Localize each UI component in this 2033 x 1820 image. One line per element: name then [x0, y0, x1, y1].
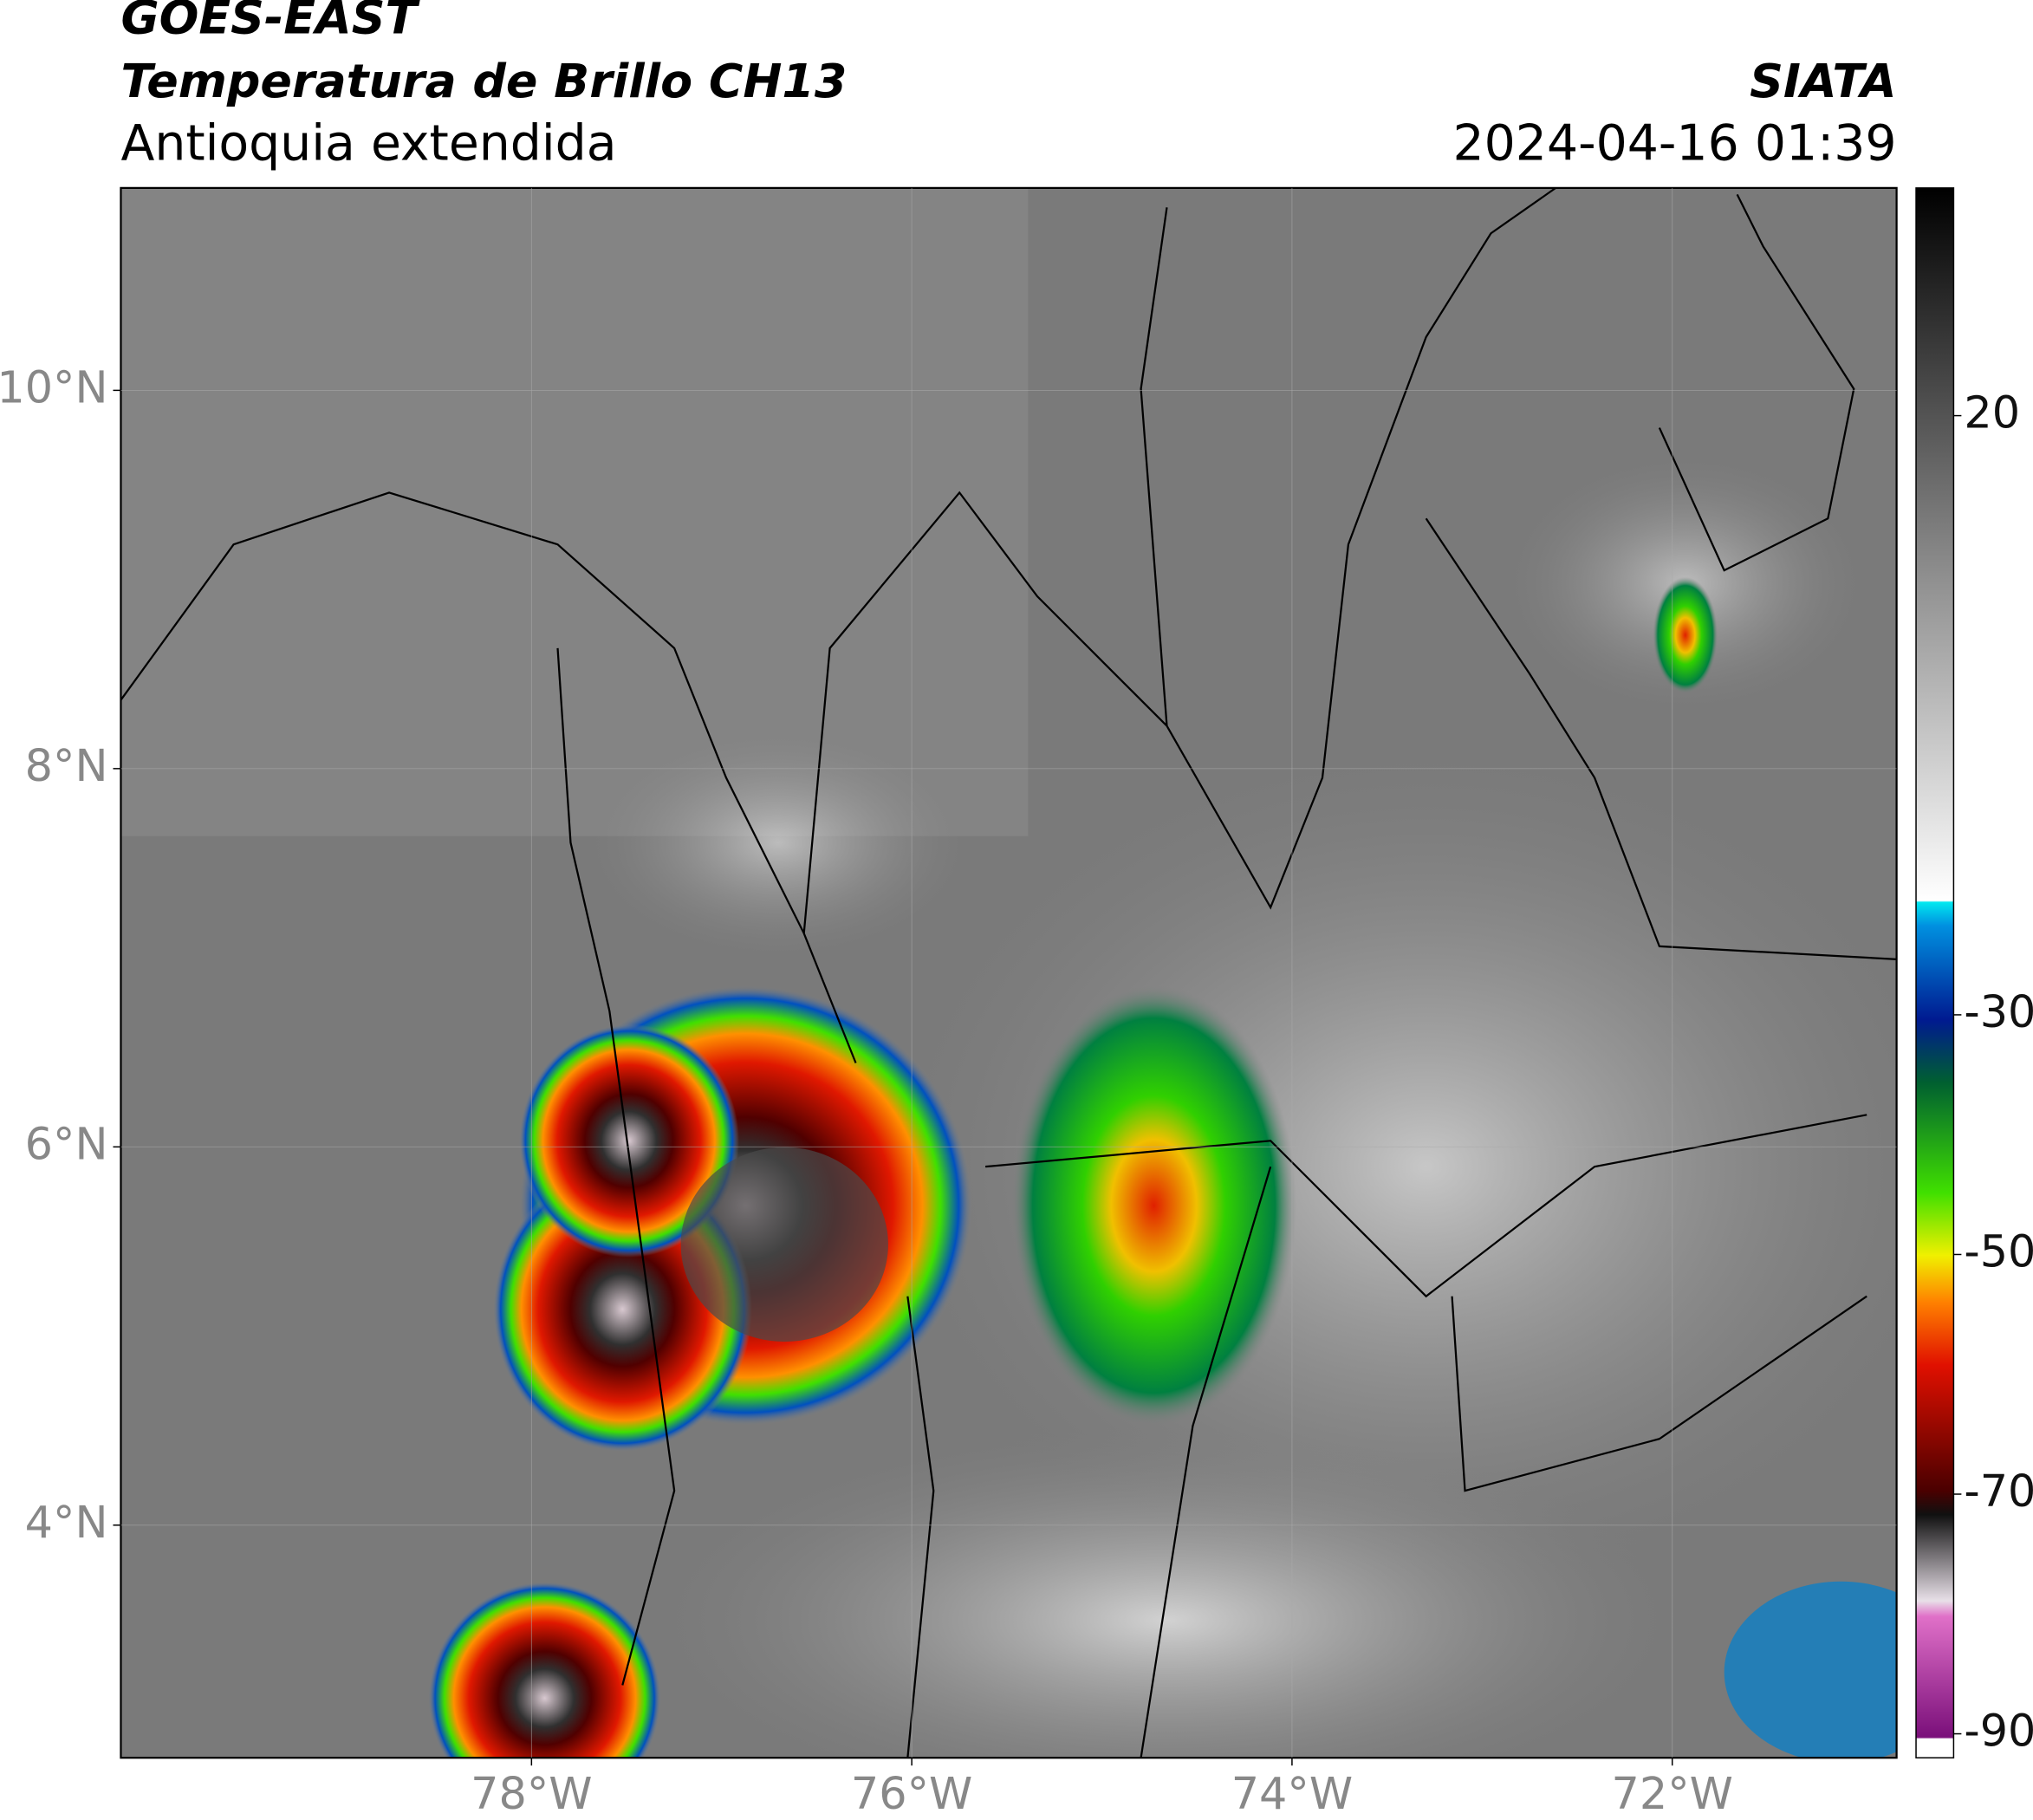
lat-tick-label: 8°N	[25, 740, 108, 791]
map-frame	[120, 186, 1898, 1759]
map-image	[120, 187, 1897, 1758]
colorbar-tick-label: -90	[1964, 1706, 2033, 1757]
colorbar	[1915, 187, 1955, 1758]
lon-tick-label: 76°W	[851, 1768, 972, 1819]
source: SIATA	[1750, 54, 1897, 108]
lat-tick-label: 4°N	[25, 1497, 108, 1548]
title-line2: Temperatura de Brillo CH13	[120, 54, 847, 108]
title-line1: GOES-EAST	[120, 0, 420, 45]
colorbar-tick-label: -50	[1964, 1225, 2033, 1277]
datetime: 2024-04-16 01:39	[1453, 115, 1897, 172]
subtitle: Antioquia extendida	[120, 115, 616, 172]
colorbar-tick-label: 20	[1964, 387, 2020, 439]
lon-tick-label: 78°W	[471, 1768, 592, 1819]
lat-tick-label: 6°N	[25, 1118, 108, 1169]
lon-tick-label: 72°W	[1612, 1768, 1733, 1819]
lon-tick-label: 74°W	[1231, 1768, 1353, 1819]
colorbar-tick-label: -70	[1964, 1466, 2033, 1517]
lat-tick-label: 10°N	[0, 361, 107, 413]
colorbar-tick-label: -30	[1964, 986, 2033, 1037]
